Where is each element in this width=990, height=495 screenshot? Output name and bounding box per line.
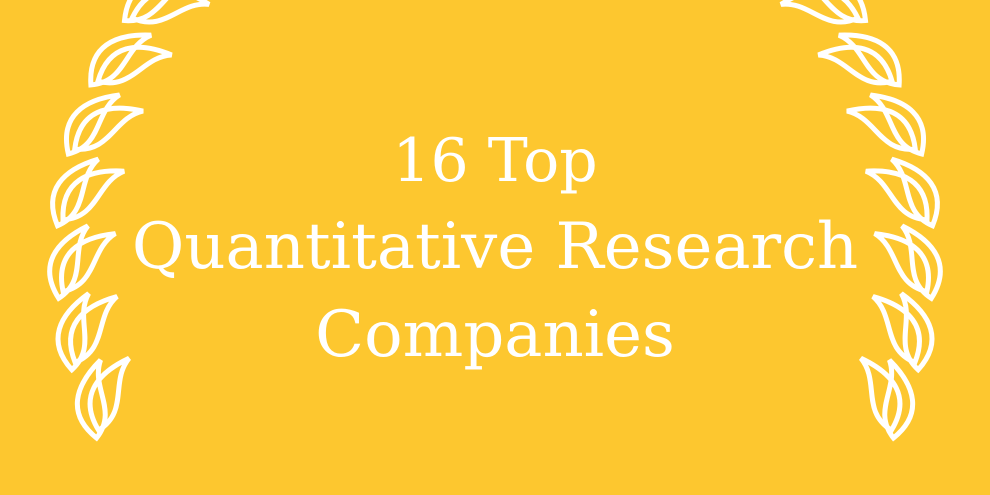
leaf-icon — [900, 223, 943, 302]
leaf-icon — [797, 0, 869, 24]
leaf-icon — [121, 0, 193, 24]
leaf-icon — [817, 44, 896, 86]
leaf-icon — [55, 291, 91, 374]
leaf-icon — [128, 0, 211, 25]
leaf-icon — [779, 0, 862, 25]
leaf-icon — [60, 168, 126, 223]
leaf-icon — [871, 294, 922, 366]
leaf-icon — [846, 105, 919, 152]
leaf-icon — [94, 44, 173, 86]
leaf-icon — [59, 231, 117, 295]
title-line-1: 16 Top — [392, 126, 598, 196]
leaf-icon — [873, 231, 931, 295]
leaf-icon — [87, 356, 132, 434]
leaf-icon — [899, 291, 935, 374]
title-line-3: Companies — [315, 298, 675, 372]
leaf-icon — [868, 92, 926, 157]
leaf-icon — [47, 223, 90, 302]
leaf-icon — [858, 356, 903, 434]
leaf-icon — [889, 156, 940, 230]
leaf-icon — [882, 358, 916, 442]
title-line-2: Quantitative Research — [131, 210, 859, 284]
leaf-icon — [837, 32, 902, 88]
leaf-icon — [88, 32, 153, 88]
leaf-icon — [74, 358, 108, 442]
leaf-icon — [71, 105, 144, 152]
leaf-icon — [68, 294, 119, 366]
leaf-icon — [64, 92, 122, 157]
leaf-icon — [864, 168, 930, 223]
leaf-icon — [50, 156, 101, 230]
